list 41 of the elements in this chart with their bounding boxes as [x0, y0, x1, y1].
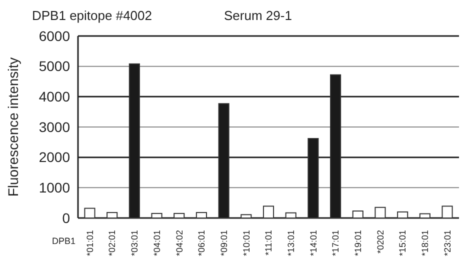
x-tick-label: *01:01	[84, 230, 95, 256]
bar	[352, 210, 364, 218]
x-tick-label: *13:01	[286, 230, 296, 256]
bar	[151, 212, 162, 218]
y-tick-label: 3000	[38, 118, 70, 135]
x-tick-label: *23:01	[442, 230, 452, 256]
x-tick-label: *04:02	[174, 230, 184, 256]
x-tick-label: *18:01	[420, 230, 430, 256]
x-tick-label: *03:01	[130, 230, 140, 256]
x-tick-label: *02:01	[107, 230, 118, 256]
chart-subtitle: Serum 29-1	[224, 8, 292, 23]
x-axis-title: DPB1	[52, 236, 76, 246]
x-tick-label: *10:01	[241, 230, 252, 256]
x-tick-label: *06:01	[196, 230, 207, 256]
y-axis-title: Fluorescence intensity	[5, 57, 21, 197]
x-tick-label: *11:01	[264, 230, 274, 256]
bar	[106, 212, 118, 218]
bar	[442, 206, 453, 218]
x-tick-label: *19:01	[353, 230, 364, 256]
bar	[419, 213, 430, 218]
bar	[285, 212, 296, 218]
x-tick-label: *17:01	[330, 230, 341, 256]
y-tick-label: 4000	[38, 88, 70, 105]
bar	[397, 211, 408, 218]
bar	[374, 206, 386, 218]
y-tick-label: 0	[62, 210, 70, 226]
bar	[262, 206, 274, 218]
y-tick-label: 1000	[38, 180, 70, 196]
y-tick-label: 6000	[38, 28, 70, 44]
x-tick-label: *15:01	[398, 230, 408, 256]
bar	[84, 208, 96, 218]
bar	[196, 212, 207, 218]
bar	[174, 212, 185, 218]
y-tick-label: 5000	[38, 58, 70, 74]
bar	[240, 214, 252, 218]
x-tick-label: *04:01	[152, 230, 162, 256]
chart-title: DPB1 epitope #4002	[32, 8, 152, 23]
x-tick-label: *14:01	[308, 230, 318, 256]
x-tick-label: *09:01	[218, 230, 229, 256]
x-tick-label: *0202	[375, 230, 386, 254]
y-tick-label: 2000	[38, 149, 70, 166]
